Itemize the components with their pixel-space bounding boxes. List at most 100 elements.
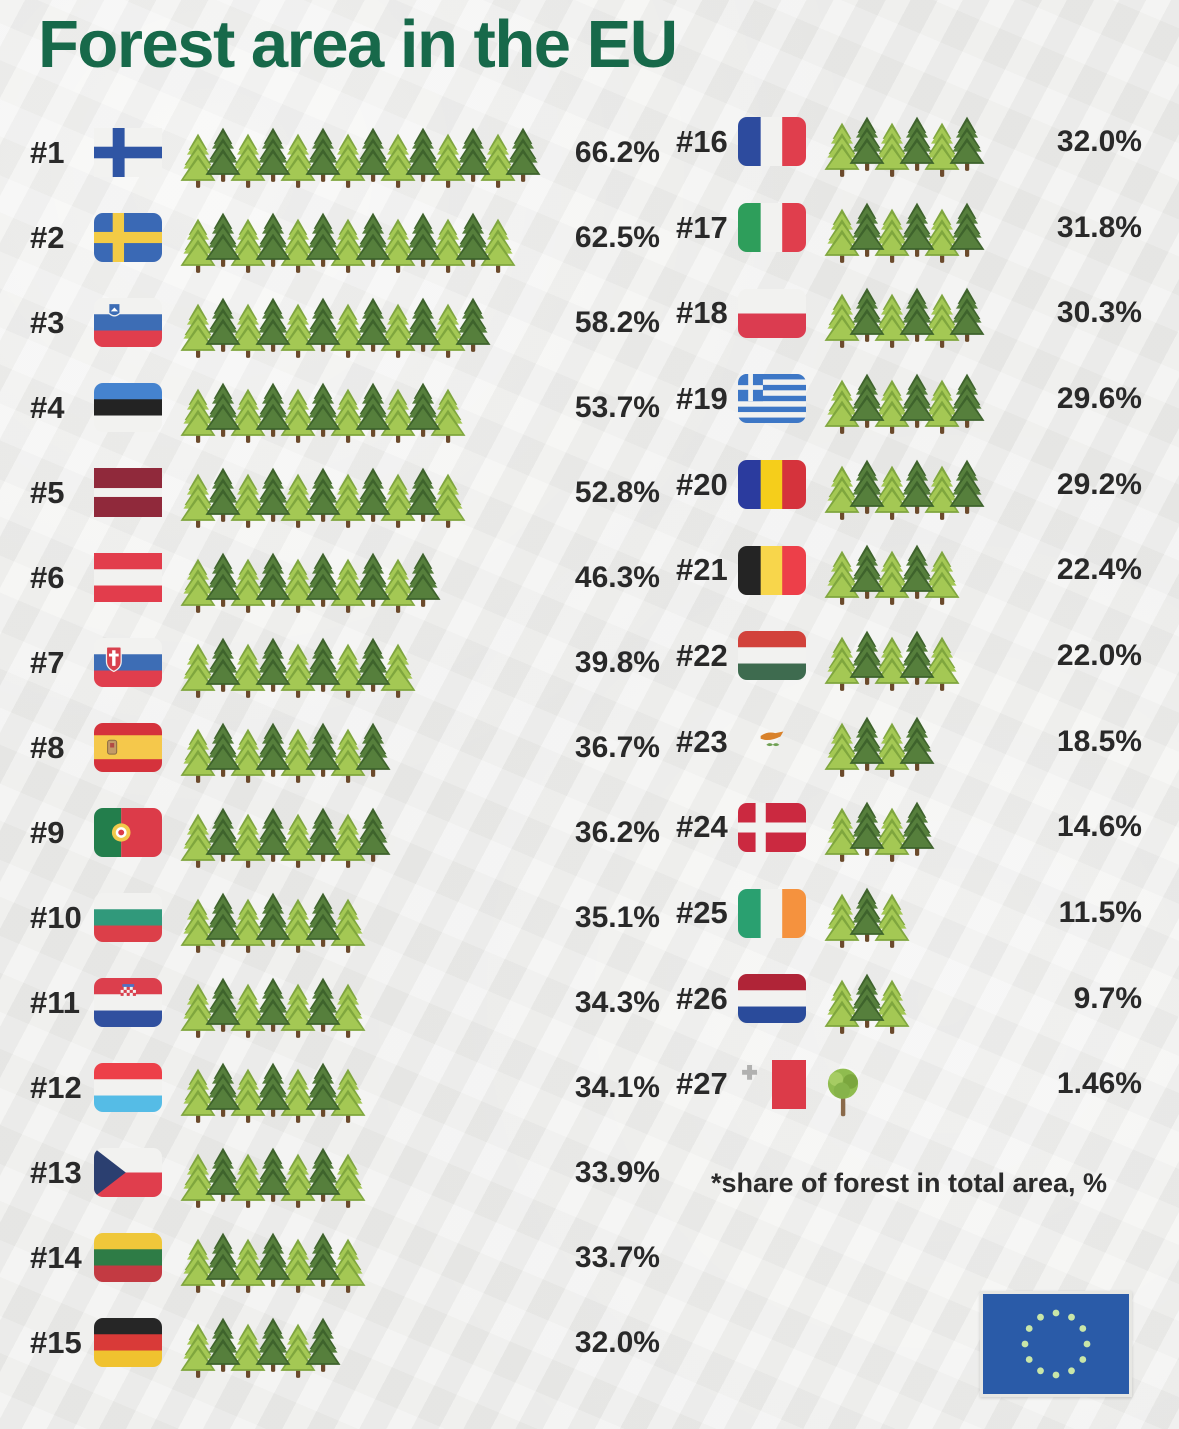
evergreen-tree-icon (899, 459, 935, 514)
forest-pictogram (821, 104, 988, 180)
flag-poland-icon (738, 288, 806, 338)
flag-slovenia-icon (94, 298, 162, 347)
evergreen-tree-icon (405, 382, 441, 437)
flag-greece-icon (738, 374, 806, 424)
evergreen-tree-icon (205, 892, 241, 947)
forest-pictogram (177, 1050, 369, 1126)
country-row-greece: #19 (676, 356, 1142, 442)
percent-value: 32.0% (574, 1325, 660, 1359)
percent-value: 36.7% (574, 730, 660, 764)
flag-bulgaria-icon (94, 893, 162, 942)
rank-label: #16 (676, 123, 728, 159)
evergreen-tree-icon (899, 544, 935, 600)
evergreen-tree-icon (824, 122, 860, 177)
rank-label: #23 (676, 723, 728, 759)
forest-pictogram (177, 1305, 344, 1381)
percent-value: 30.3% (1056, 296, 1142, 330)
evergreen-tree-icon (180, 558, 216, 613)
evergreen-tree-icon (255, 382, 291, 437)
evergreen-tree-icon (180, 1323, 216, 1378)
page-title: Forest area in the EU (38, 7, 678, 82)
percent-value: 22.0% (1056, 638, 1142, 672)
flag-denmark-icon (738, 802, 806, 852)
percent-value: 31.8% (1056, 210, 1142, 244)
evergreen-tree-icon (305, 297, 341, 352)
country-row-italy: #17 (676, 185, 1142, 271)
percent-value: 29.2% (1056, 467, 1142, 501)
flag-ireland-icon (738, 888, 806, 938)
evergreen-tree-icon (949, 287, 985, 343)
ranking-column-right: #16 (676, 99, 1142, 1127)
evergreen-tree-icon (355, 637, 391, 692)
percent-value: 11.5% (1058, 896, 1142, 930)
evergreen-tree-icon (255, 1317, 291, 1372)
forest-pictogram (177, 115, 544, 191)
rank-label: #1 (30, 134, 65, 170)
evergreen-tree-icon (899, 373, 935, 428)
flag-croatia-icon (94, 978, 162, 1027)
country-row-portugal: #9 (30, 790, 660, 875)
flag-lithuania-icon (94, 1233, 162, 1282)
evergreen-tree-icon (305, 807, 341, 862)
evergreen-tree-icon (255, 637, 291, 692)
evergreen-tree-icon (305, 892, 341, 947)
evergreen-tree-icon (330, 473, 366, 528)
country-row-latvia: #5 (30, 450, 660, 535)
rank-label: #27 (676, 1066, 728, 1102)
country-row-denmark: #24 14.6% (676, 785, 1142, 871)
evergreen-tree-icon (849, 116, 885, 171)
evergreen-tree-icon (255, 807, 291, 862)
forest-pictogram (177, 455, 469, 531)
evergreen-tree-icon (205, 382, 241, 437)
percent-value: 33.9% (574, 1155, 660, 1189)
evergreen-tree-icon (255, 297, 291, 352)
evergreen-tree-icon (355, 552, 391, 607)
evergreen-tree-icon (255, 127, 291, 182)
evergreen-tree-icon (205, 1147, 241, 1202)
rank-label: #18 (676, 295, 728, 331)
forest-pictogram (177, 285, 494, 361)
forest-pictogram (821, 447, 988, 523)
forest-pictogram (177, 795, 394, 871)
flag-spain-icon (94, 723, 162, 772)
country-row-poland: #18 (676, 270, 1142, 356)
flag-czechia-icon (94, 1148, 162, 1197)
evergreen-tree-icon (205, 1232, 241, 1287)
forest-pictogram (821, 1046, 865, 1122)
evergreen-tree-icon (849, 801, 885, 857)
forest-pictogram (821, 789, 938, 865)
forest-pictogram (177, 965, 369, 1041)
evergreen-tree-icon (205, 552, 241, 607)
eu-flag-icon (980, 1291, 1132, 1397)
country-row-france: #16 (676, 99, 1142, 185)
evergreen-tree-icon (949, 116, 985, 171)
rank-label: #21 (676, 552, 728, 588)
evergreen-tree-icon (330, 1068, 366, 1123)
evergreen-tree-icon (949, 459, 985, 514)
country-row-lithuania: #14 (30, 1215, 660, 1300)
percent-value: 14.6% (1056, 810, 1142, 844)
country-row-germany: #15 (30, 1300, 660, 1385)
evergreen-tree-icon (849, 544, 885, 600)
evergreen-tree-icon (849, 630, 885, 685)
flag-romania-icon (738, 460, 806, 510)
percent-value: 62.5% (574, 220, 660, 254)
rank-label: #4 (30, 389, 65, 425)
evergreen-tree-icon (405, 212, 441, 267)
ranking-column-left: #1 (30, 110, 660, 1385)
evergreen-tree-icon (405, 467, 441, 522)
forest-pictogram (177, 1135, 369, 1211)
rank-label: #9 (30, 814, 65, 850)
evergreen-tree-icon (924, 550, 960, 606)
evergreen-tree-icon (205, 467, 241, 522)
flag-latvia-icon (94, 468, 162, 517)
flag-austria-icon (94, 553, 162, 602)
percent-value: 9.7% (1073, 981, 1142, 1015)
rank-label: #14 (30, 1239, 82, 1275)
percent-value: 34.3% (574, 985, 660, 1019)
percent-value: 29.6% (1056, 381, 1142, 415)
evergreen-tree-icon (205, 127, 241, 182)
evergreen-tree-icon (355, 297, 391, 352)
evergreen-tree-icon (180, 303, 216, 358)
rank-label: #3 (30, 304, 65, 340)
